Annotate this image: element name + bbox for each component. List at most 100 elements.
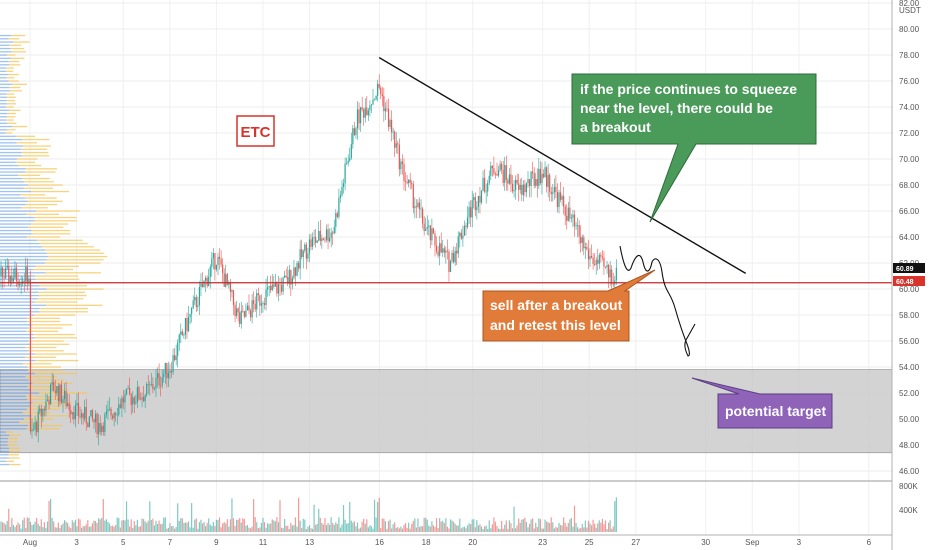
candle-body <box>133 397 135 404</box>
volume-bar <box>166 528 168 532</box>
candle-body <box>587 249 590 260</box>
candle-body <box>43 408 45 411</box>
time-tick-label: 23 <box>538 538 547 547</box>
profile-bar-yellow <box>23 363 52 365</box>
price-tag-label: 60.48 <box>896 279 914 286</box>
candle-body <box>237 308 239 313</box>
volume-bar <box>552 522 554 532</box>
volume-bar <box>48 500 50 532</box>
volume-bar <box>406 527 408 532</box>
time-tick-label: 25 <box>585 538 594 547</box>
profile-bar-blue <box>0 447 10 449</box>
candle-body <box>85 407 87 424</box>
volume-bar <box>287 525 289 532</box>
volume-bar <box>595 527 597 532</box>
profile-bar-yellow <box>6 77 15 79</box>
volume-bar <box>260 523 262 532</box>
profile-bar-blue <box>0 44 10 46</box>
volume-bar <box>575 522 577 532</box>
volume-bar <box>581 523 583 532</box>
candle-body <box>158 373 160 386</box>
volume-bar <box>181 518 183 532</box>
volume-bar <box>504 524 506 532</box>
candle-body <box>39 408 41 412</box>
candle-body <box>249 310 252 318</box>
volume-bar <box>186 522 188 532</box>
candle-body <box>287 276 289 284</box>
volume-bar <box>138 526 140 532</box>
candle-body <box>347 160 349 164</box>
candle-body <box>528 179 531 187</box>
candle-body <box>350 144 352 158</box>
candle-body <box>387 108 390 127</box>
profile-bar-yellow <box>31 229 71 232</box>
candle-body <box>50 384 52 405</box>
volume-bar <box>59 528 61 532</box>
volume-bar <box>53 521 55 532</box>
symbol-label-box: ETC <box>236 115 275 147</box>
profile-bar-yellow <box>9 109 21 111</box>
time-tick-label: 6 <box>867 538 872 547</box>
volume-bar <box>342 505 345 532</box>
profile-bar-blue <box>0 411 23 414</box>
candle-body <box>201 283 204 288</box>
candle-body <box>346 163 348 165</box>
volume-bar <box>485 525 487 532</box>
candle-body <box>98 423 100 435</box>
green-callout: if the price continues to squeeze near t… <box>571 73 817 223</box>
profile-bar-blue <box>0 353 35 355</box>
volume-bar <box>510 523 512 532</box>
candle-body <box>310 239 312 247</box>
volume-bar <box>426 519 428 532</box>
candle-body <box>84 407 86 419</box>
volume-bar <box>105 519 107 532</box>
volume-bar <box>511 528 514 532</box>
candle-body <box>552 192 554 195</box>
profile-bar-yellow <box>31 415 71 417</box>
candle-body <box>191 308 193 314</box>
profile-bar-blue <box>0 298 38 300</box>
volume-bar <box>488 520 490 532</box>
candle-body <box>143 397 145 402</box>
profile-bar-yellow <box>6 116 16 118</box>
candle-body <box>294 267 297 276</box>
volume-bar <box>366 519 368 532</box>
candle-body <box>274 282 276 287</box>
volume-bar <box>471 519 473 532</box>
candle-body <box>339 195 342 198</box>
price-tick-label: 80.00 <box>899 25 920 34</box>
volume-bar <box>133 520 135 532</box>
candle-body <box>456 250 458 254</box>
candle-body <box>420 208 422 210</box>
volume-bar <box>246 524 249 532</box>
volume-bar <box>372 528 374 532</box>
volume-bar <box>370 526 373 532</box>
volume-bar <box>234 525 236 532</box>
profile-bar-yellow <box>28 379 64 381</box>
volume-bar <box>240 522 242 532</box>
candle-body <box>177 342 179 356</box>
profile-bar-yellow <box>13 41 30 43</box>
candle-body <box>172 355 174 373</box>
candle-body <box>152 383 154 390</box>
profile-bar-blue <box>0 138 23 141</box>
candle-body <box>563 196 565 207</box>
profile-bar-blue <box>0 434 10 436</box>
volume-bar <box>428 525 430 532</box>
candle-body <box>480 190 483 203</box>
candle-body <box>425 228 427 231</box>
volume-bar <box>442 520 444 532</box>
candle-body <box>426 226 428 229</box>
price-tick-label: 52.00 <box>899 389 920 398</box>
candle-body <box>73 412 75 420</box>
profile-bar-yellow <box>30 223 69 225</box>
profile-bar-yellow <box>34 216 77 219</box>
profile-bar-yellow <box>25 168 57 170</box>
volume-bar <box>96 522 98 532</box>
profile-bar-yellow <box>34 337 77 339</box>
candle-body <box>556 192 559 207</box>
volume-bar <box>15 525 18 532</box>
candle-body <box>271 284 273 291</box>
volume-bar <box>465 528 467 532</box>
profile-bar-blue <box>0 431 6 433</box>
